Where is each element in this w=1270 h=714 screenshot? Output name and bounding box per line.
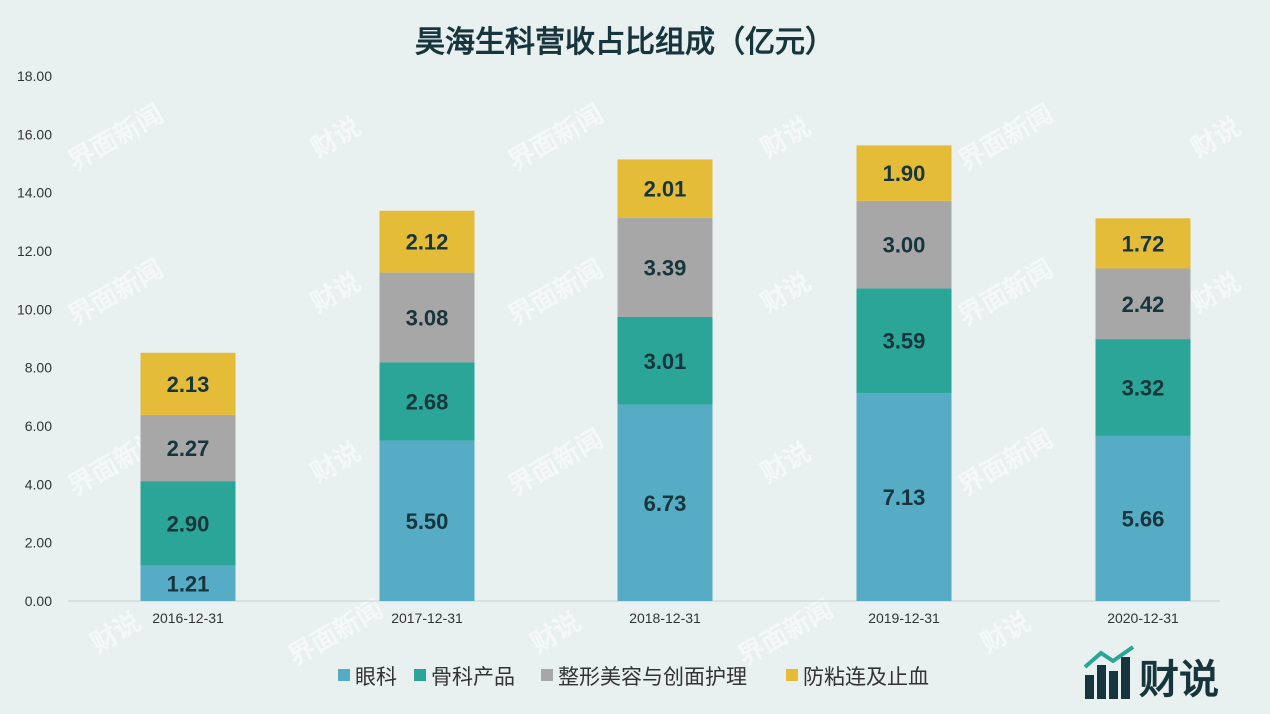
y-tick-label: 14.00 — [17, 185, 52, 201]
watermark-brand-text: 财说 — [756, 437, 816, 489]
bar-segment — [856, 393, 952, 601]
bars: 1.21 2.90 2.27 2.13 5.50 2.68 3.08 2.12 6.73 3.01… — [140, 145, 1191, 601]
bar-segment — [140, 414, 236, 482]
data-label: 2.90 — [167, 511, 210, 536]
data-label: 2.68 — [406, 390, 449, 415]
watermark-brand-text: 财说 — [306, 267, 366, 319]
y-tick-label: 8.00 — [25, 360, 52, 376]
y-tick-label: 6.00 — [25, 418, 52, 434]
y-tick-label: 4.00 — [25, 476, 52, 492]
data-label: 2.42 — [1122, 292, 1165, 317]
data-label: 1.72 — [1122, 231, 1165, 256]
brand-logo-bar-1 — [1085, 675, 1094, 699]
bar-segment — [379, 362, 475, 441]
y-axis: 0.00 2.00 4.00 6.00 8.00 10.00 12.00 14.00 16.00… — [17, 68, 52, 609]
data-label: 3.32 — [1122, 376, 1165, 401]
watermark-text: 界面新闻 — [953, 253, 1059, 332]
data-label: 1.90 — [883, 161, 926, 186]
data-label: 1.21 — [167, 571, 210, 596]
legend-swatch — [338, 669, 350, 681]
data-label: 2.12 — [406, 230, 449, 255]
watermark-brand-text: 财说 — [1186, 112, 1246, 164]
bar-segment — [1095, 339, 1191, 436]
bar-segment — [379, 440, 475, 601]
data-label: 3.08 — [406, 306, 449, 331]
brand-logo-bar-4 — [1121, 657, 1130, 699]
bar-segment — [617, 404, 713, 601]
data-label: 2.01 — [644, 177, 687, 202]
legend-label: 眼科 — [355, 665, 397, 689]
bar-segment — [617, 159, 713, 219]
legend-label: 整形美容与创面护理 — [558, 665, 747, 689]
watermark-brand-text: 财说 — [526, 607, 586, 659]
data-label: 5.50 — [406, 509, 449, 534]
legend-label: 防粘连及止血 — [803, 665, 929, 689]
legend-swatch — [786, 669, 798, 681]
bar-segment — [1095, 268, 1191, 340]
data-label: 3.59 — [883, 329, 926, 354]
brand-logo-bar-2 — [1097, 665, 1106, 699]
watermark-brand-text: 财说 — [976, 607, 1036, 659]
watermark-text: 界面新闻 — [503, 253, 609, 332]
bar-segment — [140, 565, 236, 601]
data-label: 7.13 — [883, 485, 926, 510]
bar-segment — [856, 200, 952, 289]
data-label: 3.01 — [644, 349, 687, 374]
bar-segment — [856, 145, 952, 201]
bar-segment — [379, 210, 475, 273]
data-label: 3.00 — [883, 233, 926, 258]
x-tick-label: 2017-12-31 — [391, 610, 463, 626]
brand-logo-arrow — [1083, 645, 1135, 669]
y-tick-label: 10.00 — [17, 301, 52, 317]
x-tick-label: 2016-12-31 — [152, 610, 224, 626]
watermark-text: 界面新闻 — [953, 423, 1059, 502]
brand-logo-text: 财说 — [1139, 657, 1219, 703]
x-axis: 2016-12-31 2017-12-31 2018-12-31 2019-12-31… — [152, 610, 1179, 626]
y-tick-label: 2.00 — [25, 535, 52, 551]
watermark-text: 界面新闻 — [953, 98, 1059, 177]
watermark-text: 界面新闻 — [733, 593, 839, 672]
watermark-text: 界面新闻 — [503, 98, 609, 177]
bar-segment — [617, 218, 713, 317]
x-tick-label: 2019-12-31 — [868, 610, 940, 626]
y-tick-label: 0.00 — [25, 593, 52, 609]
x-tick-label: 2018-12-31 — [629, 610, 701, 626]
x-tick-label: 2020-12-31 — [1107, 610, 1179, 626]
watermark-text: 界面新闻 — [63, 98, 169, 177]
watermark-brand-text: 财说 — [756, 112, 816, 164]
watermark-text: 界面新闻 — [503, 423, 609, 502]
y-tick-label: 16.00 — [17, 126, 52, 142]
bar-segment — [856, 288, 952, 394]
data-label: 5.66 — [1122, 506, 1165, 531]
bar-segment — [1095, 435, 1191, 601]
watermark-text: 界面新闻 — [283, 593, 389, 672]
legend-swatch — [414, 669, 426, 681]
brand-logo: 财说 — [1083, 645, 1219, 703]
watermark-brand-text: 财说 — [86, 607, 146, 659]
bar-segment — [379, 272, 475, 363]
data-label: 2.13 — [167, 372, 210, 397]
legend-label: 骨科产品 — [431, 665, 515, 689]
data-label: 2.27 — [167, 436, 210, 461]
bar-segment — [1095, 218, 1191, 269]
brand-logo-bar-3 — [1109, 671, 1118, 699]
watermark-brand-text: 财说 — [1186, 267, 1246, 319]
legend: 眼科 骨科产品 整形美容与创面护理 防粘连及止血 — [338, 665, 929, 689]
data-label: 3.39 — [644, 255, 687, 280]
watermark-brand-text: 财说 — [306, 437, 366, 489]
legend-swatch — [541, 669, 553, 681]
y-tick-label: 18.00 — [17, 68, 52, 84]
watermark-brand-text: 财说 — [306, 112, 366, 164]
watermark-brand-text: 财说 — [756, 267, 816, 319]
bar-segment — [617, 316, 713, 405]
chart-title: 昊海生科营收占比组成（亿元） — [415, 25, 835, 60]
bar-segment — [140, 352, 236, 415]
watermark-text: 界面新闻 — [63, 253, 169, 332]
y-tick-label: 12.00 — [17, 243, 52, 259]
bar-segment — [140, 481, 236, 566]
data-label: 6.73 — [644, 491, 687, 516]
